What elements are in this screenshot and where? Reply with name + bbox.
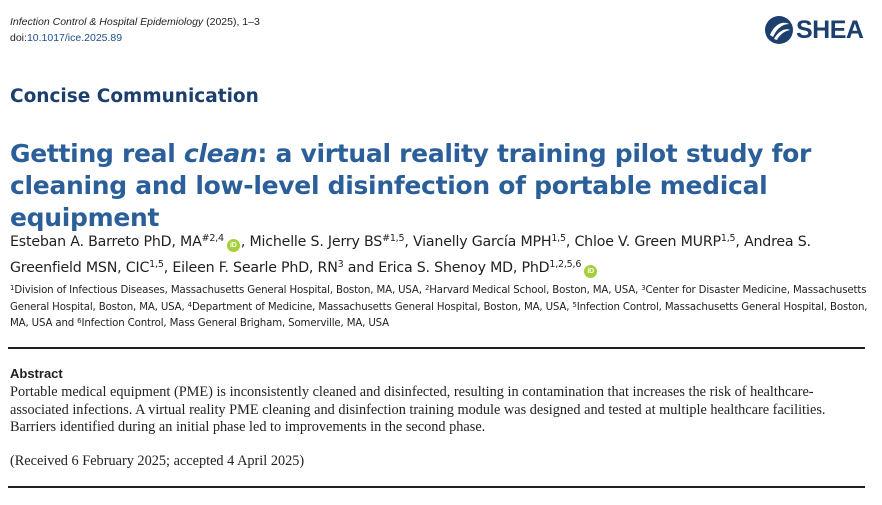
title-part-2: : a virtual reality training pilot study… [10,139,812,232]
author-affiliation-sup: #2,4 [201,233,224,244]
abstract-body: Portable medical equipment (PME) is inco… [10,384,826,436]
author-name[interactable]: Vianelly García MPH [412,234,552,250]
journal-year-pages: (2025), 1–3 [203,16,260,28]
author-affiliation-sup: 1,5 [551,233,566,244]
author-separator: and [343,260,379,276]
affiliation-number: 1 [10,284,15,292]
affiliation-text: Harvard Medical School, Boston, MA, USA, [429,285,642,296]
author-name[interactable]: Eileen F. Searle PhD, RN [172,260,338,276]
author-affiliation-sup: 1,5 [720,233,736,244]
title-emphasis: clean [183,139,258,168]
author-separator: , [163,260,173,276]
title-part-1: Getting real [10,139,184,168]
affiliation-number: 6 [77,317,82,325]
article-title: Getting real clean: a virtual reality tr… [10,138,876,234]
author-affiliation-sup: 3 [337,259,344,270]
affiliation-text: Infection Control, Massachusetts General… [10,301,868,330]
affiliation-number: 3 [641,284,646,292]
author-affiliation-sup: 1,2,5,6 [549,259,582,270]
shea-logo-text: SHEA [796,16,864,44]
divider-bottom [8,486,865,488]
article-type-label: Concise Communication [10,86,259,107]
author-name[interactable]: Andrea S. Greenfield MSN, CIC [10,234,811,276]
affiliation-text: Center for Disaster Medicine, Massachuse… [10,285,867,313]
orcid-icon[interactable]: iD [584,265,598,278]
author-separator: , [404,234,413,250]
affiliation-text: Department of Medicine, Massachusetts Ge… [191,301,573,313]
affiliation-list: 1Division of Infectious Diseases, Massac… [10,283,876,333]
author-name[interactable]: Esteban A. Barreto PhD, MA [10,234,202,250]
affiliation-number: 4 [187,300,192,309]
author-name[interactable]: Chloe V. Green MURP [574,234,721,250]
affiliation-text: Division of Infectious Diseases, Massach… [14,285,425,296]
abstract-heading: Abstract [10,366,63,381]
author-name[interactable]: Erica S. Shenoy MD, PhD [378,260,550,276]
received-dates: (Received 6 February 2025; accepted 4 Ap… [10,453,305,469]
divider-top [8,347,865,349]
author-separator: , [240,234,250,250]
affiliation-text: Infection Control, Mass General Brigham,… [81,318,389,329]
doi-link[interactable]: 10.1017/ice.2025.89 [26,32,123,44]
author-affiliation-sup: 1,5 [149,259,164,270]
author-separator: , [735,234,744,250]
author-affiliation-sup: #1,5 [382,233,405,244]
author-separator: , [565,234,575,250]
author-list: Esteban A. Barreto PhD, MA#2,4iD, Michel… [10,229,876,281]
shea-logo-icon [765,16,793,44]
affiliation-number: 5 [572,300,577,309]
journal-name: Infection Control & Hospital Epidemiolog… [10,16,204,28]
doi-label: doi: [10,32,27,44]
shea-logo[interactable]: SHEA [764,14,872,46]
orcid-icon[interactable]: iD [226,239,240,252]
journal-citation: Infection Control & Hospital Epidemiolog… [10,15,260,29]
doi-line: doi:10.1017/ice.2025.89 [10,31,122,45]
affiliation-number: 2 [424,284,430,292]
author-name[interactable]: Michelle S. Jerry BS [249,234,383,250]
